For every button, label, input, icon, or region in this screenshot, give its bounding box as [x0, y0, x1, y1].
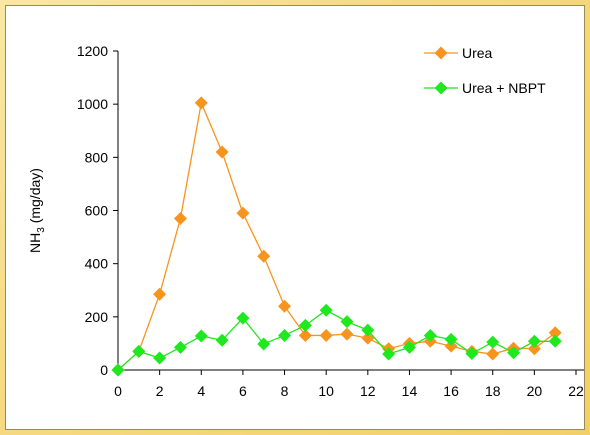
data-point	[194, 96, 208, 110]
data-point	[173, 211, 187, 225]
data-point	[215, 145, 229, 159]
data-point	[444, 332, 458, 346]
data-point	[319, 303, 333, 317]
data-point	[444, 339, 458, 353]
x-tick-label: 10	[318, 383, 334, 399]
data-point	[153, 287, 167, 301]
x-tick-label: 4	[197, 383, 205, 399]
series-layer	[111, 96, 562, 377]
data-point	[319, 328, 333, 342]
legend-item: Urea	[424, 45, 493, 61]
x-tick-label: 12	[360, 383, 376, 399]
y-tick-label: 1200	[77, 43, 108, 59]
legend-item: Urea + NBPT	[424, 80, 546, 96]
series-urea	[111, 96, 562, 377]
x-tick-label: 20	[527, 383, 543, 399]
data-point	[361, 323, 375, 337]
legend-marker	[434, 46, 448, 60]
y-axis-title: NH3 (mg/day)	[27, 168, 47, 253]
x-tick-label: 14	[402, 383, 418, 399]
legend-label: Urea	[462, 45, 493, 61]
data-point	[111, 363, 125, 377]
data-point	[194, 329, 208, 343]
x-tick-label: 18	[485, 383, 501, 399]
data-point	[340, 315, 354, 329]
series-line	[117, 100, 556, 371]
legend: Urea Urea + NBPT	[424, 45, 546, 96]
data-point	[382, 347, 396, 361]
data-point	[298, 318, 312, 332]
y-axis-label: NH3 (mg/day)	[27, 168, 47, 253]
series-line	[117, 309, 556, 371]
data-point	[298, 328, 312, 342]
line-chart: 0 200 400 600 800 1000 1200 0 2 4 6 8 10 12 14 16 18 20 22…	[27, 43, 584, 399]
data-point	[340, 327, 354, 341]
data-point	[548, 326, 562, 340]
series-urea-nbpt	[111, 303, 562, 377]
y-tick-label: 1000	[77, 96, 108, 112]
data-point	[173, 340, 187, 354]
data-point	[132, 344, 146, 358]
data-point	[402, 340, 416, 354]
x-tick-label: 22	[568, 383, 584, 399]
y-tick-label: 800	[85, 149, 109, 165]
data-point	[236, 206, 250, 220]
data-point	[236, 311, 250, 325]
y-tick-label: 400	[85, 256, 109, 272]
data-point	[278, 328, 292, 342]
data-point	[215, 333, 229, 347]
data-point	[465, 347, 479, 361]
chart-frame: 0 200 400 600 800 1000 1200 0 2 4 6 8 10 12 14 16 18 20 22…	[5, 5, 585, 430]
x-tick-label: 8	[281, 383, 289, 399]
x-tick-label: 16	[443, 383, 459, 399]
y-tick-label: 0	[100, 362, 108, 378]
y-tick-label: 600	[85, 203, 109, 219]
data-point	[423, 328, 437, 342]
data-point	[527, 334, 541, 348]
data-point	[257, 249, 271, 263]
axes: 0 200 400 600 800 1000 1200 0 2 4 6 8 10 12 14 16 18 20 22	[77, 43, 584, 399]
data-point	[548, 334, 562, 348]
x-tick-label: 6	[239, 383, 247, 399]
data-point	[507, 346, 521, 360]
data-point	[486, 347, 500, 361]
data-point	[257, 337, 271, 351]
data-point	[486, 335, 500, 349]
legend-marker	[434, 81, 448, 95]
data-point	[278, 299, 292, 313]
data-point	[153, 351, 167, 365]
y-tick-label: 200	[85, 309, 109, 325]
data-point	[527, 342, 541, 356]
legend-label: Urea + NBPT	[462, 80, 546, 96]
x-tick-label: 0	[114, 383, 122, 399]
x-tick-label: 2	[156, 383, 164, 399]
